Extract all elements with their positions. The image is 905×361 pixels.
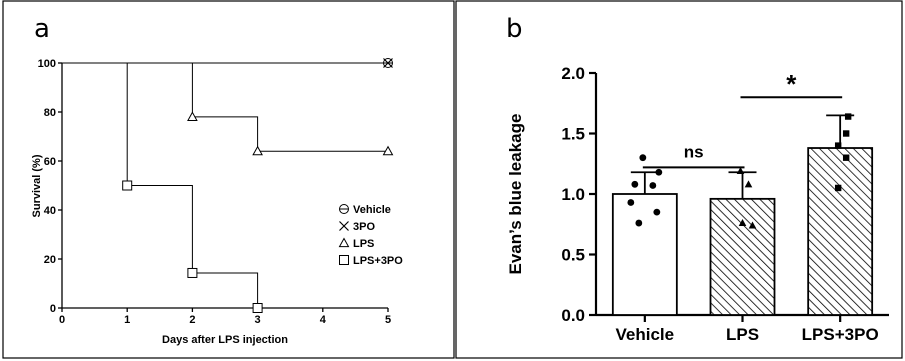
panel-a-legend-label: 3PO [353,221,375,233]
panel-b-data-point [627,199,635,206]
panel-b-bar-lps-3po [807,147,874,316]
panel-a-y-tick-label: 100 [38,58,56,70]
panel-a-curve-lps [62,62,388,152]
panel-a-y-tick-label: 20 [44,254,56,266]
panel-a-legend-label: LPS [353,238,374,250]
panel-b-data-point [834,142,842,149]
panel-a-point-lps-3po [187,267,198,278]
panel-a-point-lps-3po [122,180,133,191]
panel-a-x-tick-label: 0 [59,314,65,326]
panel-a-survival-chart: 0 1 2 3 4 5 0 20 40 60 80 100 Vehicle 3PO LPS LPS+3PO [38,58,403,326]
panel-b-y-tick-label: 0.5 [561,246,585,265]
panel-a-x-tick-label: 4 [320,314,327,326]
panel-b-data-point [842,154,850,161]
panel-b-data-point [736,167,745,175]
panel-a-point-lps-3po [252,303,263,313]
panel-a-x-tick-label: 5 [385,314,391,326]
panel-a-letter: a [34,14,50,44]
panel-a-legend-label: Vehicle [353,204,391,216]
panel-a-point-lps [252,145,263,156]
panel-b-data-point [844,113,852,120]
panel-a-point-lps [382,145,394,156]
panel-b-data-point [649,182,657,189]
panel-b-data-point [655,168,663,176]
panel-b-data-point [842,130,850,137]
panel-a-y-axis-label: Survival (%) [31,154,43,217]
panel-a-x-tick-label: 2 [189,314,195,326]
panel-b-significance-label: * [786,69,797,99]
panel-a-y-tick-label: 40 [44,205,56,217]
panel-b-data-point [738,219,747,227]
panel-b-data-point [834,184,842,192]
panel-b-category-label: LPS+3PO [802,325,879,344]
panel-b-bar-vehicle [611,193,678,316]
panel-a-y-tick-label: 60 [44,156,56,168]
panel-b-frame [455,0,903,359]
panel-a-curve-lps-3po [62,62,259,308]
panel-a-point-3po [383,58,393,68]
panel-b-data-point [748,221,757,229]
panel-b-data-point [744,180,753,188]
panel-b-category-label: Vehicle [616,325,675,344]
panel-a-x-tick-label: 3 [255,314,261,326]
panel-b-letter: b [506,14,523,44]
panel-b-data-point [631,180,639,188]
panel-a-legend-marker [338,237,350,248]
panel-a-x-axis-label: Days after LPS injection [162,334,288,346]
panel-b-data-point [653,208,661,216]
panel-a-legend-marker [339,221,349,231]
panel-a-x-tick-label: 1 [124,314,130,326]
panel-a-y-tick-label: 0 [50,303,56,315]
panel-b-y-tick-label: 1.0 [561,185,585,204]
panel-b-significance-label: ns [684,142,704,161]
panel-a-legend-marker [339,255,349,265]
panel-a-point-lps [187,111,198,121]
panel-b-y-tick-label: 0.0 [561,306,585,325]
panel-b-data-point [639,154,647,162]
panel-b-y-axis-label: Evan’s blue leakage [506,114,525,275]
panel-a-y-tick-label: 80 [44,107,56,119]
panel-b-data-point [635,219,643,227]
panel-a-frame [2,0,455,359]
panel-b-bar-chart: 0.0 0.5 1.0 1.5 2.0 Vehicle LPS LPS+3PO ns * [561,64,889,344]
panel-a-legend-label: LPS+3PO [353,255,403,267]
panel-b-bar-lps [709,197,776,316]
panel-b-category-label: LPS [726,325,759,344]
panel-b-y-tick-label: 2.0 [561,64,585,83]
panel-b-y-tick-label: 1.5 [561,125,585,144]
